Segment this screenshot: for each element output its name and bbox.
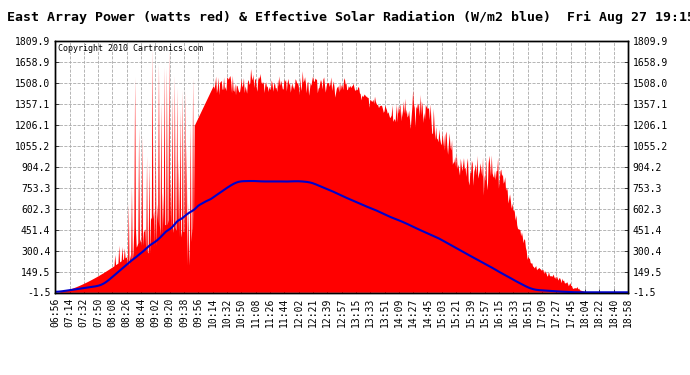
Text: Copyright 2010 Cartronics.com: Copyright 2010 Cartronics.com: [58, 44, 203, 53]
Text: East Array Power (watts red) & Effective Solar Radiation (W/m2 blue)  Fri Aug 27: East Array Power (watts red) & Effective…: [7, 11, 690, 24]
